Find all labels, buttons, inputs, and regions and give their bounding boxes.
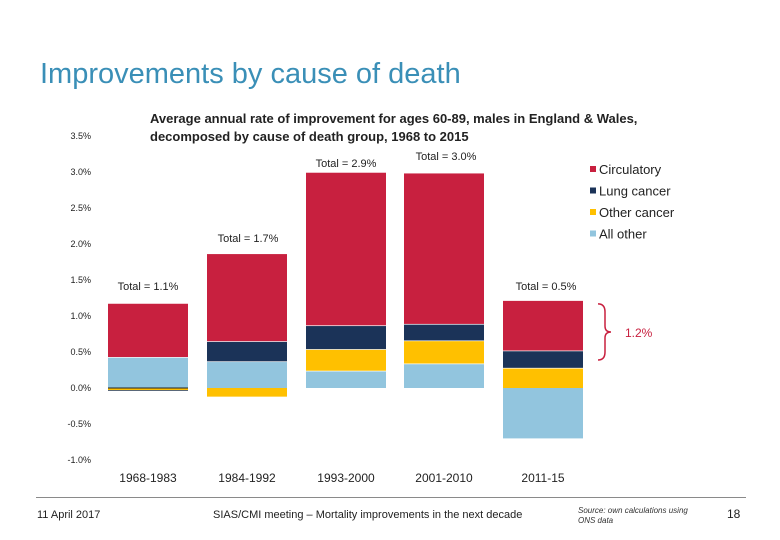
- x-category-label: 1984-1992: [218, 471, 276, 485]
- bar-segment-lung-cancer: [503, 350, 583, 368]
- y-tick-label: 0.0%: [70, 383, 91, 393]
- y-tick-label: 3.5%: [70, 131, 91, 141]
- legend-swatch: [590, 209, 596, 215]
- segment-separator: [207, 340, 287, 342]
- legend-label: Lung cancer: [599, 184, 671, 199]
- bar-segment-other-cancer: [404, 340, 484, 364]
- footer-divider: [36, 497, 746, 498]
- footer-date: 11 April 2017: [37, 509, 101, 521]
- annotation-bracket: [597, 303, 612, 361]
- segment-separator: [306, 370, 386, 372]
- bar-segment-other-cancer: [108, 388, 188, 391]
- bar-segment-other-cancer: [207, 388, 287, 397]
- x-category-label: 1968-1983: [119, 471, 177, 485]
- segment-separator: [207, 360, 287, 363]
- legend-swatch: [590, 187, 596, 194]
- chart-title: Average annual rate of improvement for a…: [150, 111, 638, 144]
- segment-separator: [503, 367, 583, 369]
- bar-segment-circulatory: [207, 254, 287, 342]
- segment-separator: [306, 324, 386, 327]
- total-label: Total = 0.5%: [516, 281, 577, 293]
- bar-segment-lung-cancer: [306, 325, 386, 350]
- y-tick-label: 2.5%: [70, 203, 91, 213]
- y-tick-label: -1.0%: [67, 455, 91, 465]
- y-tick-label: 3.0%: [70, 167, 91, 177]
- y-tick-label: 2.0%: [70, 239, 91, 249]
- segment-separator: [503, 350, 583, 352]
- total-label: Total = 1.7%: [218, 233, 279, 245]
- bar-segment-all-other: [306, 370, 386, 388]
- legend-swatch: [590, 166, 596, 172]
- bar-segment-other-cancer: [503, 367, 583, 388]
- total-label: Total = 1.1%: [118, 281, 179, 293]
- segment-separator: [108, 356, 188, 358]
- segment-separator: [404, 339, 484, 342]
- y-tick-label: 1.0%: [70, 311, 91, 321]
- bar-segment-all-other: [207, 361, 287, 388]
- total-label: Total = 2.9%: [316, 158, 377, 170]
- legend-label: Circulatory: [599, 162, 662, 177]
- bar-segment-circulatory: [108, 303, 188, 358]
- annotation-label: 1.2%: [625, 326, 653, 340]
- y-tick-label: 0.5%: [70, 347, 91, 357]
- x-category-label: 2001-2010: [415, 471, 473, 485]
- bar-segment-lung-cancer: [404, 323, 484, 341]
- legend-label: All other: [599, 227, 647, 242]
- x-category-label: 1993-2000: [317, 471, 375, 485]
- bar-segment-all-other: [503, 388, 583, 439]
- footer-source-note: Source: own calculations using ONS data: [578, 506, 688, 525]
- bar-segment-all-other: [108, 357, 188, 388]
- bar-segment-circulatory: [306, 172, 386, 326]
- footer-meeting-title: SIAS/CMI meeting – Mortality improvement…: [213, 509, 523, 521]
- slide-title: Improvements by cause of death: [40, 58, 461, 90]
- x-category-label: 2011-15: [521, 471, 564, 485]
- y-tick-label: 1.5%: [70, 275, 91, 285]
- bar-segment-lung-cancer: [108, 390, 188, 391]
- bar-segment-other-cancer: [306, 349, 386, 371]
- segment-separator: [404, 363, 484, 365]
- segment-separator: [306, 348, 386, 350]
- y-tick-label: -0.5%: [67, 419, 91, 429]
- bar-segment-lung-cancer: [207, 341, 287, 362]
- bar-segment-circulatory: [503, 300, 583, 351]
- bar-segment-all-other: [404, 363, 484, 388]
- bar-segment-circulatory: [404, 173, 484, 324]
- total-label: Total = 3.0%: [416, 151, 477, 163]
- legend-label: Other cancer: [599, 205, 675, 220]
- segment-separator: [404, 323, 484, 325]
- page-number: 18: [727, 507, 741, 521]
- legend-swatch: [590, 230, 596, 237]
